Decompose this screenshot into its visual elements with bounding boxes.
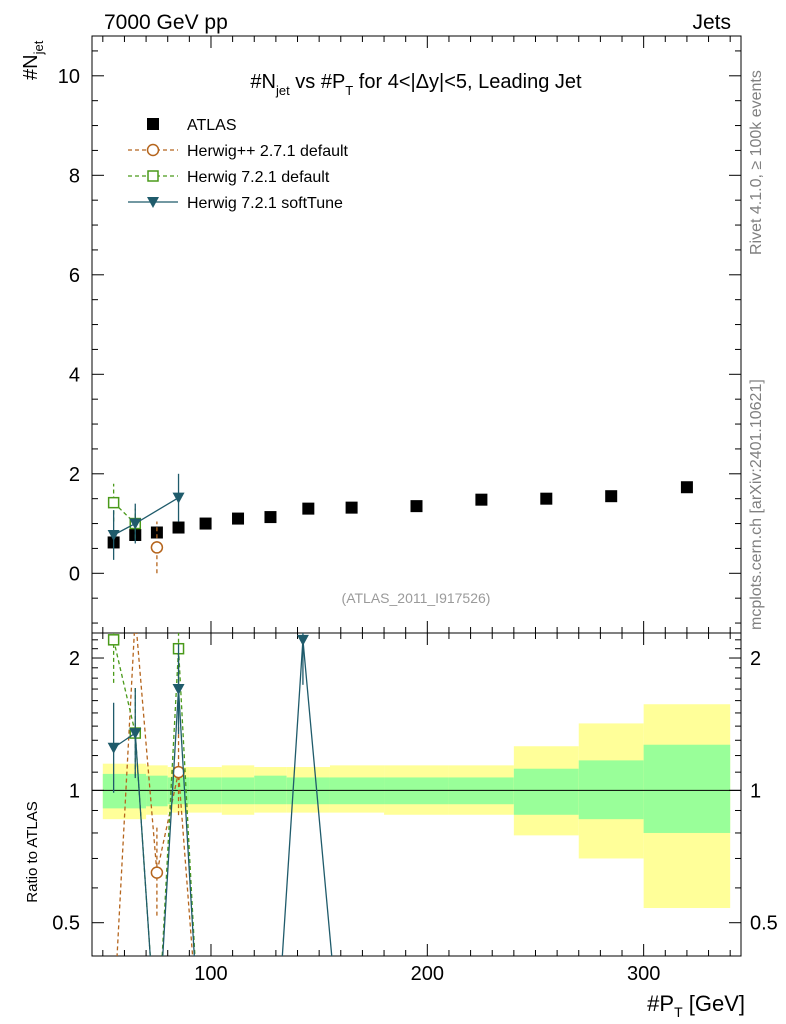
- atlas-point: [199, 517, 212, 530]
- ratio-y-axis-label: Ratio to ATLAS: [24, 801, 41, 902]
- herwig-7-2-1-default-line: [113, 502, 136, 525]
- y-tick-label: 0: [69, 563, 80, 585]
- atlas-point: [410, 500, 423, 513]
- herwig-2-7-1-default-ratio-point: [172, 765, 185, 779]
- inner-band-bin: [513, 768, 579, 815]
- inner-band-bin: [124, 773, 147, 809]
- herwig-7-2-1-default-ratio-point: [107, 634, 120, 646]
- herwig-7-2-1-softtune-legend-label: Herwig 7.2.1 softTune: [187, 195, 343, 212]
- herwig-7-2-1-default-point: [107, 496, 120, 509]
- atlas-point: [232, 512, 245, 525]
- y-tick-label: 6: [69, 265, 80, 287]
- herwig-7-2-1-softtune-ratio-point: [296, 634, 309, 646]
- atlas-point: [540, 492, 553, 505]
- herwig-7-2-1-softtune-point: [129, 518, 142, 530]
- herwig-7-2-1-softtune-point: [107, 529, 120, 541]
- ratio-y-tick-label-right: 0.5: [750, 913, 778, 935]
- herwig-2-7-1-default-legend-label: Herwig++ 2.7.1 default: [187, 143, 349, 160]
- inner-band-bin: [578, 760, 644, 820]
- atlas-point: [150, 526, 163, 539]
- ratio-y-tick-label-right: 2: [750, 648, 761, 670]
- herwig-2-7-1-default-legend-marker: [146, 143, 160, 157]
- ratio-y-tick-label: 2: [69, 648, 80, 670]
- x-axis-label: #PT [GeV]: [647, 991, 745, 1020]
- herwig-7-2-1-softtune-ratio-line: [113, 639, 333, 956]
- x-tick-label: 300: [627, 963, 660, 985]
- x-tick-label: 200: [411, 963, 444, 985]
- y-tick-label: 4: [69, 364, 80, 386]
- legend: ATLAS Herwig++ 2.7.1 default Herwig 7.2.1 …: [128, 117, 349, 212]
- herwig-7-2-1-softtune-ratio-point: [129, 728, 142, 740]
- ratio-y-tick-label: 0.5: [52, 913, 80, 935]
- ratio-panel-frame: [91, 632, 742, 957]
- ratio-series: [107, 633, 333, 956]
- herwig-7-2-1-softtune-ratio-point: [107, 742, 120, 754]
- atlas-point: [605, 490, 618, 503]
- y-axis-label: #Njet: [20, 40, 46, 80]
- main-series: [107, 473, 693, 574]
- mcplots-credit: mcplots.cern.ch [arXiv:2401.10621]: [748, 379, 765, 630]
- herwig-7-2-1-softtune-line: [113, 497, 179, 536]
- data-marks: [107, 473, 693, 956]
- rivet-credit: Rivet 4.1.0, ≥ 100k events: [748, 70, 765, 255]
- atlas-legend-marker: [147, 118, 159, 130]
- header-category: Jets: [692, 11, 731, 34]
- herwig-2-7-1-default-point: [150, 541, 164, 554]
- atlas-point: [172, 521, 185, 534]
- y-tick-label: 10: [58, 66, 80, 88]
- axes-frame: 100 200 300 0 2 4 6 8 10 0.5 0.5 1 1 2 2: [52, 35, 778, 985]
- inner-band-bin: [643, 744, 731, 833]
- herwig-7-2-1-default-ratio-line: [113, 639, 196, 956]
- herwig-2-7-1-default-ratio-point: [150, 866, 164, 879]
- atlas-point: [475, 493, 488, 506]
- ratio-y-tick-label-right: 1: [750, 780, 761, 802]
- ratio-y-tick-label: 1: [69, 780, 80, 802]
- analysis-watermark: (ATLAS_2011_I917526): [342, 590, 491, 606]
- herwig-7-2-1-softtune-ratio-point: [172, 684, 185, 696]
- herwig-7-2-1-default-legend-marker: [147, 170, 159, 182]
- atlas-point: [345, 501, 358, 514]
- y-tick-label: 8: [69, 165, 80, 187]
- atlas-point: [264, 511, 277, 524]
- x-tick-label: 100: [194, 963, 227, 985]
- chart-title: #Njet vs #PT for 4<|Δy|<5, Leading Jet: [250, 71, 582, 98]
- herwig-7-2-1-softtune-legend-marker: [147, 197, 159, 208]
- atlas-point: [302, 502, 315, 515]
- herwig-7-2-1-softtune-point: [172, 492, 185, 504]
- y-tick-label: 2: [69, 464, 80, 486]
- atlas-legend-label: ATLAS: [187, 117, 237, 134]
- inner-band-bin: [146, 775, 168, 807]
- herwig-7-2-1-default-legend-label: Herwig 7.2.1 default: [187, 169, 330, 186]
- header-collision: 7000 GeV pp: [104, 11, 228, 34]
- atlas-point: [680, 481, 693, 494]
